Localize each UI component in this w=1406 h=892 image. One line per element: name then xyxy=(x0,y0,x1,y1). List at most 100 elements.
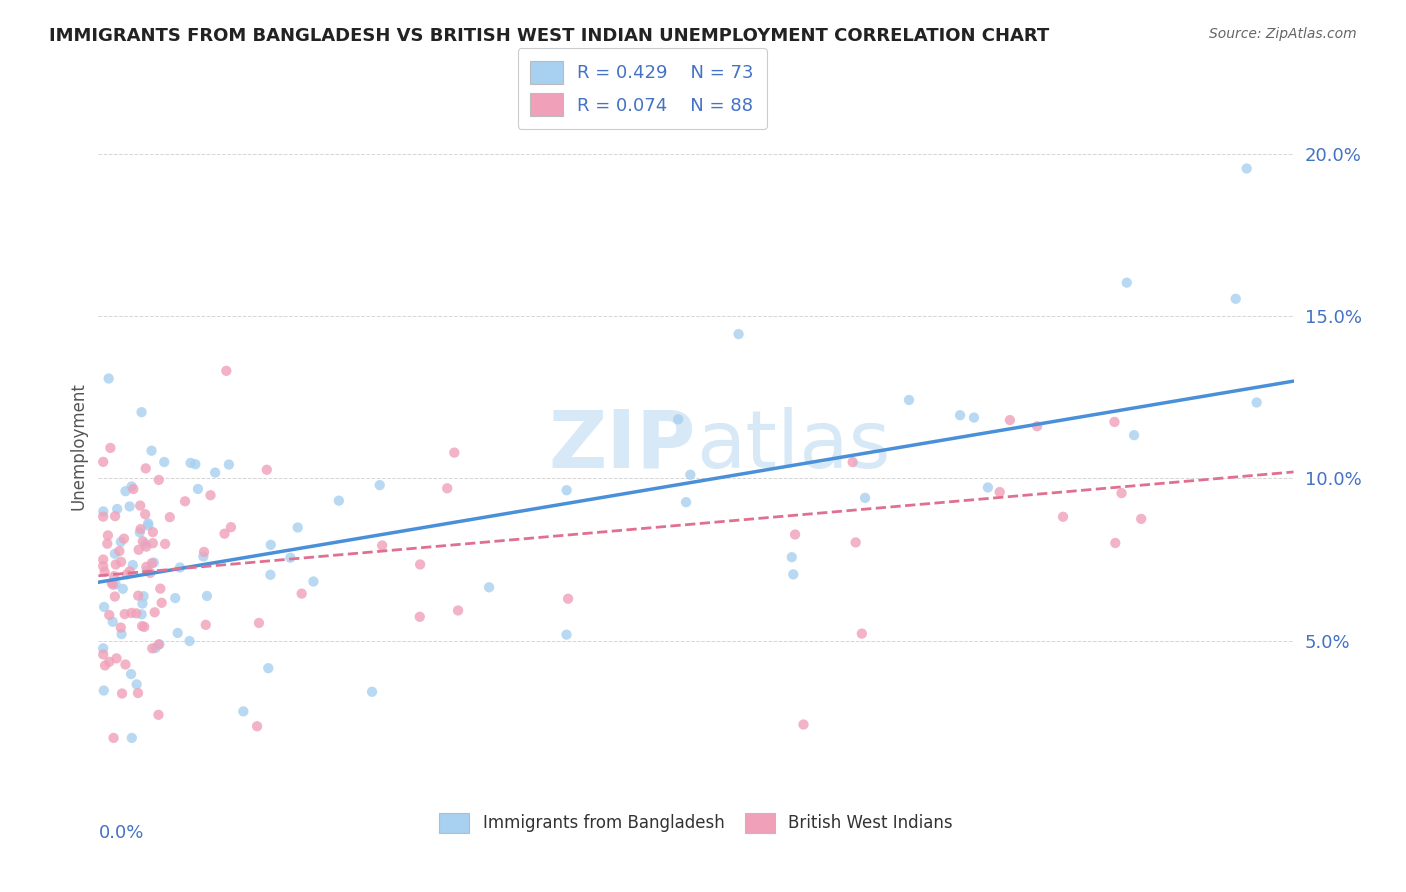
Point xyxy=(166,626,188,640)
Point xyxy=(675,495,697,509)
Point xyxy=(200,488,222,502)
Point xyxy=(127,686,149,700)
Point xyxy=(125,607,148,621)
Point xyxy=(291,586,314,600)
Point xyxy=(149,582,172,596)
Point xyxy=(108,544,131,558)
Point xyxy=(98,655,121,669)
Point xyxy=(122,482,145,496)
Point xyxy=(214,526,236,541)
Point xyxy=(247,615,270,630)
Point xyxy=(91,509,114,524)
Point xyxy=(368,478,391,492)
Point xyxy=(91,641,114,656)
Point xyxy=(195,589,218,603)
Point xyxy=(1115,276,1137,290)
Point xyxy=(110,621,132,635)
Point xyxy=(110,627,132,641)
Point xyxy=(180,456,202,470)
Point xyxy=(851,626,873,640)
Point xyxy=(136,518,159,533)
Point xyxy=(101,577,124,591)
Point xyxy=(121,479,143,493)
Point xyxy=(1236,161,1258,176)
Point xyxy=(1225,292,1247,306)
Point xyxy=(145,641,167,656)
Point xyxy=(898,392,921,407)
Point xyxy=(150,596,173,610)
Point xyxy=(93,565,115,579)
Point xyxy=(120,606,142,620)
Point xyxy=(949,408,972,422)
Point xyxy=(988,485,1011,500)
Point xyxy=(194,617,217,632)
Point xyxy=(105,651,128,665)
Point xyxy=(91,648,114,662)
Point xyxy=(169,560,191,574)
Point xyxy=(148,638,170,652)
Point xyxy=(141,641,163,656)
Point xyxy=(132,534,155,549)
Point xyxy=(977,480,1000,494)
Point xyxy=(780,550,803,565)
Point xyxy=(260,538,283,552)
Point xyxy=(139,566,162,580)
Point xyxy=(131,619,153,633)
Text: ZIP: ZIP xyxy=(548,407,696,485)
Point xyxy=(114,607,136,621)
Point xyxy=(105,502,128,516)
Point xyxy=(1104,536,1126,550)
Point xyxy=(1246,395,1268,409)
Point xyxy=(159,510,181,524)
Point xyxy=(135,540,157,554)
Point xyxy=(841,455,863,469)
Point xyxy=(328,493,350,508)
Point xyxy=(215,364,238,378)
Text: atlas: atlas xyxy=(696,407,890,485)
Point xyxy=(103,569,125,583)
Point xyxy=(148,637,170,651)
Point xyxy=(555,483,578,498)
Point xyxy=(114,484,136,499)
Text: IMMIGRANTS FROM BANGLADESH VS BRITISH WEST INDIAN UNEMPLOYMENT CORRELATION CHART: IMMIGRANTS FROM BANGLADESH VS BRITISH WE… xyxy=(49,27,1049,45)
Point xyxy=(259,567,281,582)
Point xyxy=(104,509,127,524)
Point xyxy=(129,522,152,536)
Point xyxy=(111,686,134,700)
Point xyxy=(131,607,153,622)
Point xyxy=(118,500,141,514)
Point xyxy=(204,466,226,480)
Point xyxy=(132,589,155,603)
Point xyxy=(963,410,986,425)
Point xyxy=(136,516,159,531)
Point xyxy=(128,542,150,557)
Point xyxy=(409,609,432,624)
Point xyxy=(94,658,117,673)
Point xyxy=(104,590,127,604)
Point xyxy=(110,555,132,569)
Point xyxy=(478,580,501,594)
Point xyxy=(853,491,876,505)
Point xyxy=(998,413,1021,427)
Point xyxy=(121,731,143,745)
Point xyxy=(127,589,149,603)
Point xyxy=(131,597,153,611)
Point xyxy=(97,528,120,542)
Point xyxy=(120,667,142,681)
Point xyxy=(121,558,143,572)
Point xyxy=(128,525,150,540)
Point xyxy=(1052,509,1074,524)
Point xyxy=(193,545,215,559)
Point xyxy=(93,683,115,698)
Point xyxy=(104,577,127,591)
Point xyxy=(100,441,122,455)
Point xyxy=(135,564,157,578)
Point xyxy=(104,547,127,561)
Point xyxy=(280,550,302,565)
Point xyxy=(93,599,115,614)
Point xyxy=(141,443,163,458)
Point xyxy=(447,603,470,617)
Point xyxy=(219,520,242,534)
Point xyxy=(783,527,806,541)
Point xyxy=(1104,415,1126,429)
